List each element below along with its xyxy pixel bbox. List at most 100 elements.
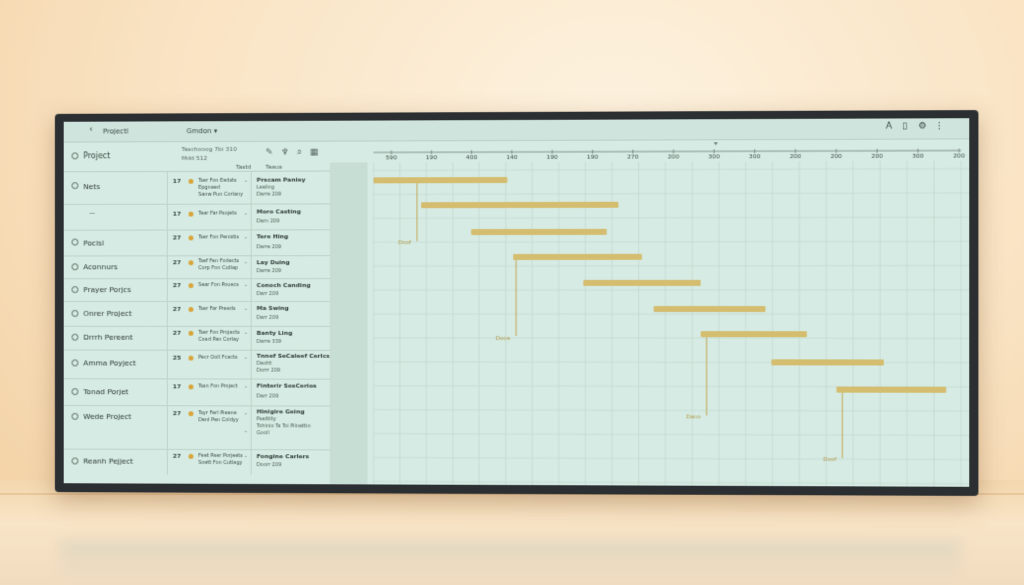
- project-row[interactable]: Onrer Project 27 Tser Far Preeds ⌄ Ma Sw…: [63, 301, 330, 327]
- task-cell: Moro Casting Darn 209: [251, 203, 330, 229]
- chevron-down-icon[interactable]: ⌄: [243, 177, 248, 184]
- task-date: Darr 209: [256, 314, 279, 321]
- chevron-down-icon[interactable]: ⌄: [243, 210, 248, 217]
- app-title: Projectl: [102, 127, 129, 136]
- project-name-cell: Aconnurs: [63, 255, 168, 279]
- axis-tick-label: 140: [506, 154, 518, 161]
- project-assignee-cell: 17 Tser Fon Eedsts Epgnaed Sanw Pun Corl…: [166, 170, 252, 204]
- project-row[interactable]: Aconnurs 27 Tsef Fen Fodects Corp Fon Cu…: [63, 255, 330, 280]
- view-dropdown[interactable]: Gmdon ▾: [186, 127, 218, 136]
- column-header-status[interactable]: Teaus: [265, 163, 283, 171]
- chevron-down-icon[interactable]: ⌄: [243, 259, 248, 266]
- axis-tick-label: 190: [426, 154, 438, 161]
- chevron-down-icon[interactable]: ⌄: [243, 234, 248, 241]
- project-row[interactable]: Amma Poyject 25 Pecr Ooll Fcacts ⌄ Tnnef…: [63, 349, 330, 380]
- gantt-bar: [836, 386, 947, 393]
- project-count: 17: [172, 177, 181, 185]
- chevron-down-icon[interactable]: ⌄: [243, 410, 248, 417]
- header-tools: ✎♆⌕▦: [265, 148, 326, 158]
- project-row[interactable]: Pocisl 27 Tser Fon Penistis ⌄ Tere Hing …: [63, 229, 330, 257]
- project-name: Wede Project: [83, 411, 132, 422]
- row-radio[interactable]: [71, 412, 79, 420]
- project-company: Coed Pan Corlay: [198, 336, 239, 343]
- row-radio[interactable]: [71, 457, 79, 465]
- back-arrow-icon[interactable]: ‹: [89, 124, 93, 135]
- row-radio[interactable]: [71, 359, 79, 367]
- more-icon[interactable]: ⋮: [934, 121, 944, 132]
- axis-tick-label: 190: [546, 154, 558, 161]
- project-name: Aconnurs: [83, 262, 118, 272]
- chevron-down-icon[interactable]: ⌄: [243, 428, 248, 435]
- task-date: Darn 209: [256, 218, 280, 225]
- task-title: Tere Hing: [256, 233, 289, 241]
- font-icon[interactable]: A: [885, 121, 893, 132]
- project-owner: Tear Far Psojets: [198, 210, 237, 217]
- project-row[interactable]: Wede Project 27 Tsyr Ferl Pieene Denl Pe…: [63, 404, 330, 451]
- pen-icon[interactable]: ✎: [265, 147, 281, 158]
- select-all-radio[interactable]: [71, 152, 79, 160]
- search-icon[interactable]: ⌕: [296, 147, 310, 158]
- project-assignee-cell: 27 Tsyr Ferl Pieene Denl Pen Coldyy ⌄ ⌄: [166, 405, 252, 450]
- milestone-label: Doof: [398, 240, 412, 246]
- gantt-bar: [373, 177, 508, 184]
- row-radio[interactable]: [71, 309, 79, 317]
- gantt-bar: [700, 331, 807, 338]
- gantt-bar: [471, 228, 607, 236]
- row-collapse-mark[interactable]: —: [89, 209, 96, 217]
- row-radio[interactable]: [71, 238, 79, 246]
- pin-icon[interactable]: ♆: [280, 147, 297, 158]
- document-icon[interactable]: ▯: [902, 121, 908, 132]
- row-radio[interactable]: [71, 286, 79, 294]
- status-dot: [188, 453, 194, 459]
- task-date: Darre 339: [256, 338, 282, 345]
- project-company: Denl Pen Coldyy: [198, 417, 239, 424]
- header-meta: Teschooog 7bi 310 Mdd 512: [182, 145, 237, 163]
- project-count: 27: [172, 305, 181, 313]
- status-dot: [188, 260, 194, 266]
- calendar-icon[interactable]: ▦: [309, 147, 327, 158]
- task-date: Darr 209: [256, 291, 279, 298]
- row-radio[interactable]: [71, 388, 79, 396]
- project-row[interactable]: Prayer Porjcs 27 Sear Fon Pouecs ⌄ Conoc…: [63, 278, 330, 303]
- panel-divider[interactable]: [329, 162, 368, 485]
- chevron-down-icon[interactable]: ⌄: [243, 305, 248, 312]
- gantt-bar: [513, 253, 642, 260]
- project-header-label: Project: [83, 151, 111, 161]
- row-radio[interactable]: [71, 333, 79, 341]
- task-date: Darre 209: [256, 244, 282, 251]
- project-count: 17: [172, 383, 181, 391]
- project-row[interactable]: Tonad Porjet 17 Tssn Fon Project ⌄ Finte…: [63, 378, 330, 407]
- axis-tick-label: 200: [871, 153, 883, 160]
- project-row[interactable]: Nets 17 Tser Fon Eedsts Epgnaed Sanw Pun…: [63, 170, 330, 205]
- task-cell: Finterir SosCerios Darr 209: [251, 379, 330, 406]
- project-count: 27: [172, 282, 181, 290]
- task-date: Darr 209: [256, 393, 279, 400]
- status-dot: [188, 355, 194, 361]
- task-note: Tohinio Ta Toi Pilnettin: [256, 423, 311, 430]
- project-count: 27: [172, 452, 181, 460]
- axis-tick-label: 200: [830, 153, 842, 160]
- settings-icon[interactable]: ⚙: [918, 121, 927, 132]
- column-header-tasks[interactable]: Tastd: [235, 163, 252, 171]
- chevron-down-icon[interactable]: ⌄: [243, 329, 248, 336]
- project-name-cell: Reanh Pejject: [63, 448, 168, 475]
- task-title: Tnnef SeCaleef Cerlcs: [256, 352, 330, 360]
- chevron-down-icon[interactable]: ⌄: [243, 282, 248, 289]
- project-row[interactable]: — 17 Tear Far Psojets ⌄ Moro Casting Dar…: [63, 203, 330, 231]
- task-cell: Banty Ling Darre 339: [251, 326, 330, 350]
- project-row[interactable]: Reanh Pejject 27 Feet Paer Porjeets Soet…: [63, 448, 330, 476]
- project-name-cell: Amma Poyject: [63, 349, 168, 379]
- project-count: 17: [172, 210, 181, 218]
- row-radio[interactable]: [71, 182, 79, 190]
- row-radio[interactable]: [71, 263, 79, 271]
- project-owner: Tsyr Ferl Pieene: [198, 410, 237, 417]
- task-extra: Gooll: [256, 430, 270, 437]
- chevron-down-icon[interactable]: ⌄: [243, 354, 248, 361]
- axis-tick-label: 200: [668, 153, 680, 160]
- task-title: Finterir SosCerios: [256, 382, 317, 390]
- chevron-down-icon[interactable]: ⌄: [243, 453, 248, 460]
- meta-line-1: Teschooog 7bi 310: [181, 145, 237, 154]
- project-row[interactable]: Drrrh Pereent 27 Tser Fon Projects Coed …: [63, 325, 330, 351]
- task-cell: Ma Swing Darr 209: [251, 301, 330, 326]
- chevron-down-icon[interactable]: ⌄: [243, 383, 248, 390]
